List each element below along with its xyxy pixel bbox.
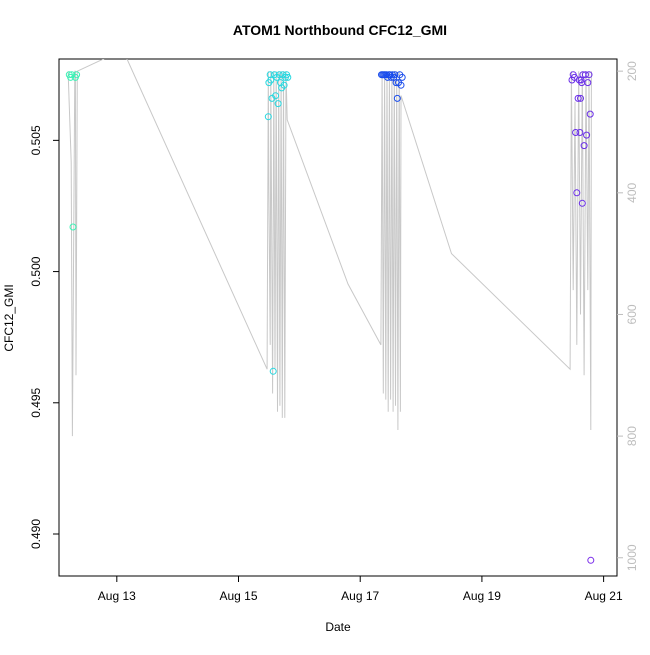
data-point	[574, 94, 582, 102]
data-point	[269, 367, 277, 375]
right-pressure-axis: 200 400 600 800 1000	[617, 61, 639, 571]
x-axis-label: Date	[325, 620, 351, 634]
data-points-layer	[65, 71, 595, 564]
y-tick-label: 0.505	[29, 125, 43, 155]
chart-title: ATOM1 Northbound CFC12_GMI	[233, 22, 447, 38]
y-axis: 0.490 0.495 0.500 0.505	[29, 125, 59, 549]
data-point	[584, 79, 592, 87]
data-point	[275, 71, 283, 79]
data-point	[572, 129, 580, 136]
data-point	[264, 113, 272, 121]
pressure-trace-layer	[67, 59, 592, 437]
data-point	[272, 92, 280, 100]
data-point	[267, 76, 275, 84]
data-point	[280, 81, 288, 89]
data-point	[274, 100, 282, 108]
data-point	[73, 71, 81, 79]
data-point	[573, 189, 581, 197]
data-point	[391, 71, 399, 79]
data-point	[284, 73, 292, 81]
data-point	[586, 110, 594, 118]
data-point	[576, 129, 584, 136]
x-tick-label: Aug 17	[341, 589, 379, 603]
data-point	[577, 94, 584, 102]
plot-frame	[58, 58, 618, 577]
x-tick-label: Aug 13	[98, 589, 136, 603]
data-point	[587, 556, 595, 564]
data-point	[583, 131, 591, 139]
data-point	[581, 71, 589, 79]
data-point	[69, 223, 77, 231]
right-tick-label: 800	[625, 426, 639, 446]
data-point	[578, 199, 586, 207]
data-point	[585, 71, 593, 79]
right-tick-label: 200	[625, 61, 639, 81]
x-tick-label: Aug 15	[219, 589, 257, 603]
pressure-trace-line	[67, 59, 592, 437]
y-tick-label: 0.490	[29, 519, 43, 549]
x-tick-label: Aug 21	[585, 589, 623, 603]
y-axis-label: CFC12_GMI	[2, 284, 16, 351]
y-tick-label: 0.500	[29, 256, 43, 286]
right-tick-label: 1000	[625, 544, 639, 571]
right-tick-label: 400	[625, 182, 639, 202]
right-tick-label: 600	[625, 304, 639, 324]
x-axis: Aug 13 Aug 15 Aug 17 Aug 19 Aug 21	[98, 576, 623, 603]
y-tick-label: 0.495	[29, 387, 43, 417]
data-point	[580, 142, 588, 150]
data-point	[398, 73, 406, 81]
data-point	[266, 71, 274, 79]
data-point	[397, 81, 405, 89]
data-point	[393, 94, 401, 102]
x-tick-label: Aug 19	[463, 589, 501, 603]
